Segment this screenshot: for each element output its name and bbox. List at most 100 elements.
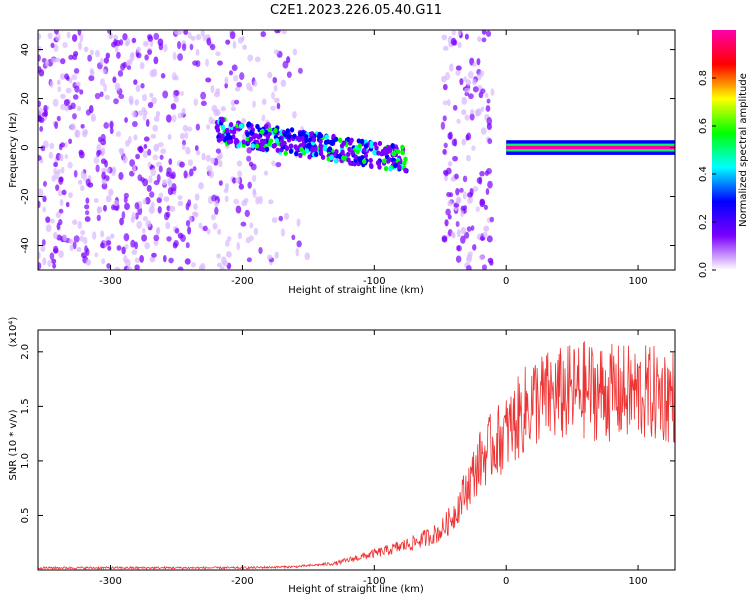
spectrogram-cell (472, 86, 479, 93)
spectrogram-cell (205, 154, 211, 162)
spectrogram-cell (122, 61, 128, 69)
spectrogram-cell (400, 150, 405, 156)
spectrogram-cell (486, 168, 492, 175)
spectrogram-cell (94, 49, 100, 58)
spectrogram-cell (274, 30, 280, 34)
spectrogram-cell (70, 102, 76, 110)
spectrogram-cell (168, 173, 175, 179)
spectrogram-cell (456, 197, 461, 205)
spectrogram-cell (71, 34, 78, 42)
spectrogram-cell (63, 99, 70, 106)
spectrogram-cell (361, 158, 367, 164)
spectrogram-cell (469, 109, 475, 115)
spectrogram-cell (280, 228, 286, 237)
spectrogram-cell (47, 259, 52, 267)
x-tick-label: -200 (231, 276, 254, 287)
y-tick-label: 40 (20, 43, 31, 56)
spectrogram-cell (255, 196, 260, 205)
spectrogram-cell (286, 71, 292, 78)
spectrogram-cell (68, 77, 73, 84)
spectrogram-cell (245, 237, 251, 244)
spectrogram-cell (250, 163, 257, 171)
spectrogram-cell (114, 266, 121, 270)
spectrogram-cell (311, 137, 317, 143)
spectrogram-cell (143, 40, 149, 47)
spectrogram-cell (50, 218, 55, 224)
spectrogram-cell (228, 70, 234, 76)
spectrogram-cell (460, 227, 467, 235)
spectrogram-cell (136, 220, 143, 229)
spectrogram-cell (60, 58, 66, 65)
spectrogram-cell (288, 148, 294, 154)
spectrogram-cell (224, 195, 229, 203)
spectrogram-cell (123, 196, 128, 204)
spectrogram-cell (461, 138, 467, 146)
spectrogram-cell (249, 86, 253, 92)
spectrogram-cell (147, 161, 152, 168)
spectrogram-cell (472, 186, 479, 192)
spectrogram-cell (109, 127, 114, 135)
spectrogram-cell (124, 202, 130, 211)
spectrogram-cell (48, 151, 54, 160)
spectrogram-cell (180, 91, 184, 96)
spectrogram-cell (76, 105, 82, 112)
spectrogram-cell (177, 30, 183, 35)
spectrogram-cell (151, 201, 155, 209)
spectrogram-cell (185, 202, 190, 211)
spectrogram-cell (314, 151, 319, 157)
spectrogram-cell (243, 197, 249, 204)
spectrogram-cell (85, 109, 91, 116)
spectrogram-cell (292, 133, 297, 139)
spectrogram-cell (182, 124, 188, 132)
spectrogram-cell (53, 248, 59, 254)
spectrogram-cell (229, 31, 236, 40)
spectrogram-cell (446, 167, 452, 175)
spectrogram-cell (66, 31, 71, 39)
spectrogram-cell (467, 192, 473, 198)
spectrogram-cell (261, 114, 266, 122)
spectrogram-cell (68, 192, 73, 199)
spectrogram-cell (295, 135, 301, 141)
spectrogram-cell (166, 114, 172, 123)
spectrogram-cell (238, 123, 244, 129)
spectrogram-cell (122, 33, 128, 41)
spectrogram-cell (247, 54, 254, 62)
spectrogram-cell (181, 43, 187, 51)
spectrogram-cell (117, 70, 124, 77)
spectrogram-cell (238, 183, 244, 190)
spectrogram-cell (256, 134, 261, 140)
x-tick-label: -300 (99, 276, 122, 287)
spectrogram-cell (446, 99, 451, 106)
spectrogram-cell (236, 81, 243, 88)
x-tick-label: 0 (503, 276, 509, 287)
spectrogram-cell (448, 131, 453, 140)
spectrogram-cell (470, 225, 475, 231)
spectrogram-cell (145, 119, 150, 127)
y-tick-label: 1.5 (20, 398, 31, 414)
spectrogram-cell (58, 219, 63, 226)
spectrogram-cell (465, 79, 472, 86)
spectrogram-cell (280, 79, 287, 88)
spectrogram-cell (187, 226, 192, 235)
spectrogram-cell (195, 49, 200, 56)
spectrogram-cell (232, 177, 237, 184)
spectrogram-cell (189, 168, 194, 177)
spectrogram-cell (206, 165, 213, 173)
spectrogram-cell (233, 198, 240, 205)
y-tick-label: 1.0 (20, 453, 31, 469)
spectrogram-cell (232, 40, 237, 49)
spectrogram-cell (82, 128, 89, 135)
spectrogram-cell (478, 91, 484, 99)
spectrogram-cell (38, 100, 42, 108)
spectrogram-cell (200, 91, 207, 100)
spectrogram-cell (457, 245, 462, 252)
spectrogram-cell (278, 215, 284, 222)
spectrogram-cell (202, 34, 207, 42)
spectrogram-cell (114, 82, 121, 91)
spectrogram-cell (73, 170, 78, 178)
spectrogram-cell (83, 236, 88, 245)
spectrogram-cell (108, 188, 114, 197)
spectrogram-cell (118, 93, 125, 100)
spectrogram-cell (104, 160, 108, 168)
spectrogram-cell (145, 220, 152, 228)
